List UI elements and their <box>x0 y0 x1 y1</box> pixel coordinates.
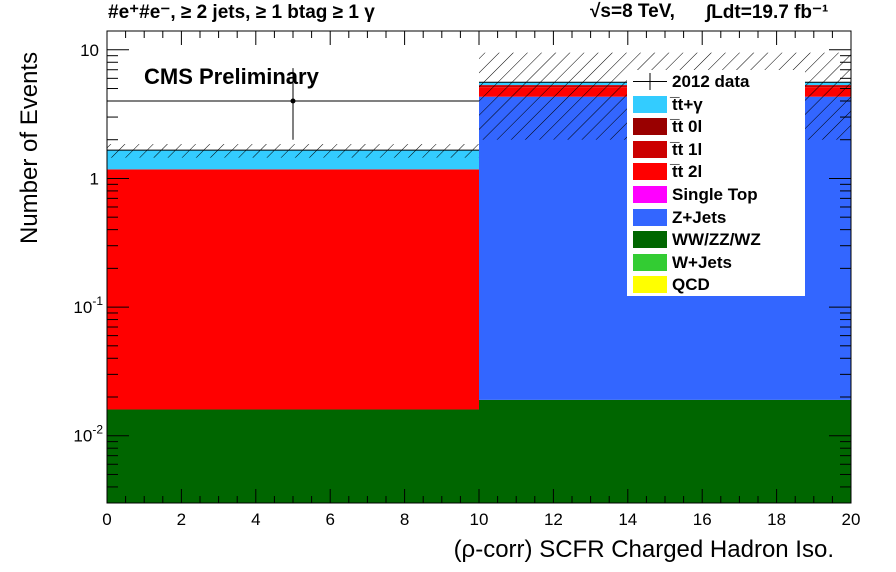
y-tick-label: 10-1 <box>73 294 103 317</box>
x-tick-label: 20 <box>842 510 861 529</box>
bar-diboson-bin0 <box>107 409 479 503</box>
legend-item-wjets: W+Jets <box>627 251 805 274</box>
x-tick-label: 14 <box>618 510 637 529</box>
energy-label: √s=8 TeV, <box>590 1 675 22</box>
y-axis-ticks: 10-2 10-1 1 10 <box>73 41 851 504</box>
legend-item-ttgamma: t̅t+γ <box>627 93 805 116</box>
legend-item-diboson: WW/ZZ/WZ <box>627 228 805 251</box>
x-tick-label: 12 <box>544 510 563 529</box>
x-tick-label: 0 <box>102 510 111 529</box>
legend-item-tt1l: t̅t 1l <box>627 138 805 161</box>
legend-label: t̅t 1l <box>672 139 703 159</box>
x-tick-label: 4 <box>251 510 260 529</box>
channel-header: #e⁺#e⁻, ≥ 2 jets, ≥ 1 btag ≥ 1 γ <box>108 2 375 23</box>
bar-tt2l-bin0 <box>107 169 479 410</box>
legend-swatch <box>633 95 667 113</box>
y-tick-label: 10 <box>80 41 99 60</box>
legend-label: Single Top <box>672 185 758 204</box>
x-axis-title: (ρ-corr) SCFR Charged Hadron Iso. <box>453 536 834 563</box>
data-point <box>290 98 296 104</box>
legend-label: 2012 data <box>672 72 750 91</box>
legend-item-tt0l: t̅t 0l <box>627 115 805 138</box>
legend-label: t̅t 0l <box>672 117 703 137</box>
legend-item-data: 2012 data <box>627 70 805 93</box>
legend-label: t̅t 2l <box>672 162 703 182</box>
legend-swatch <box>633 186 667 203</box>
x-axis-ticks: 0 2 4 6 8 10 12 14 16 18 20 <box>102 31 860 529</box>
x-tick-label: 2 <box>177 510 186 529</box>
legend-item-zjets: Z+Jets <box>627 206 805 229</box>
legend-swatch <box>633 118 667 136</box>
y-axis-title: Number of Events <box>16 51 43 244</box>
x-tick-label: 10 <box>470 510 489 529</box>
data-points <box>107 68 479 140</box>
legend-label: Z+Jets <box>672 207 727 227</box>
y-tick-label: 1 <box>90 169 99 188</box>
legend-label: t̅t+γ <box>672 94 703 114</box>
legend-swatch <box>633 73 667 90</box>
x-tick-label: 18 <box>767 510 786 529</box>
y-tick-label: 10-2 <box>73 423 103 446</box>
cms-preliminary-label: CMS Preliminary <box>144 64 319 89</box>
x-tick-label: 6 <box>325 510 334 529</box>
lumi-label: ∫Ldt=19.7 fb⁻¹ <box>706 2 829 23</box>
legend: 2012 data t̅t+γ t̅t 0l t̅t 1l t̅t 2l Single T… <box>627 70 805 296</box>
legend-item-qcd: QCD <box>627 273 805 296</box>
legend-swatch <box>633 231 667 249</box>
legend-label: WW/ZZ/WZ <box>672 230 761 250</box>
legend-label: QCD <box>672 275 710 295</box>
legend-swatch <box>633 276 667 294</box>
legend-swatch <box>633 253 667 271</box>
legend-item-singletop: Single Top <box>627 183 805 206</box>
x-tick-label: 16 <box>693 510 712 529</box>
legend-swatch <box>633 208 667 226</box>
bar-diboson-bin1 <box>479 399 851 503</box>
legend-label: W+Jets <box>672 252 732 272</box>
legend-swatch <box>633 163 667 181</box>
legend-swatch <box>633 140 667 158</box>
legend-item-tt2l: t̅t 2l <box>627 160 805 183</box>
uncertainty-hatch-bin0 <box>107 144 479 158</box>
x-tick-label: 8 <box>400 510 409 529</box>
